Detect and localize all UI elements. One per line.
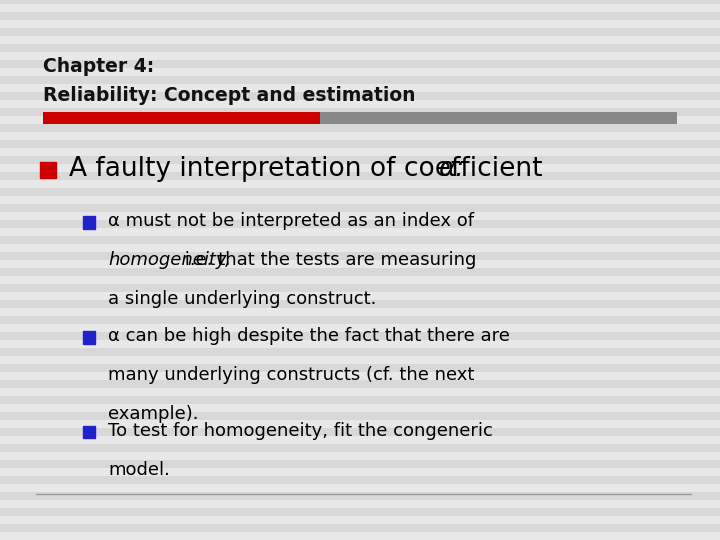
Bar [0,308,720,316]
Bar [0,412,720,420]
Text: α can be high despite the fact that there are: α can be high despite the fact that ther… [108,327,510,346]
Bar [0,300,720,308]
Bar [83,216,95,229]
Text: Chapter 4:: Chapter 4: [43,57,155,76]
Bar [0,36,720,44]
Bar [0,196,720,204]
Bar [0,12,720,20]
Bar [0,76,720,84]
Bar [0,100,720,108]
Bar [0,204,720,212]
Bar [0,340,720,348]
Bar [0,364,720,372]
Bar [0,236,720,244]
Bar [0,404,720,412]
Bar [0,268,720,276]
Bar [0,44,720,52]
Bar [0,276,720,284]
Bar [0,252,720,260]
Bar [0,132,720,140]
Bar [0,0,720,4]
Bar [83,426,95,438]
Bar [0,260,720,268]
Bar [0,324,720,332]
Bar [0,188,720,196]
Bar [0,532,720,540]
Bar [0,284,720,292]
Bar [0,356,720,364]
Bar [0,180,720,188]
Bar [0,316,720,324]
Bar [40,162,56,178]
Text: i.e. that the tests are measuring: i.e. that the tests are measuring [179,251,477,269]
Bar [0,292,720,300]
Bar [0,116,720,124]
Text: A faulty interpretation of coefficient: A faulty interpretation of coefficient [69,156,551,182]
Bar [0,500,720,508]
Bar [0,436,720,444]
Bar [0,476,720,484]
Bar [0,108,720,116]
Text: model.: model. [108,461,170,479]
Text: many underlying constructs (cf. the next: many underlying constructs (cf. the next [108,366,474,384]
Bar [0,372,720,380]
Bar [0,516,720,524]
Bar [0,444,720,452]
Bar [0,484,720,492]
Bar [0,524,720,532]
Text: a single underlying construct.: a single underlying construct. [108,290,377,308]
Bar [0,420,720,428]
Bar [0,452,720,460]
Bar [0,228,720,236]
Bar [320,112,677,124]
Text: α:: α: [438,156,464,182]
Bar [0,156,720,164]
Bar [0,92,720,100]
Bar [0,460,720,468]
Text: Reliability: Concept and estimation: Reliability: Concept and estimation [43,86,415,105]
Bar [0,148,720,156]
Bar [0,28,720,36]
Text: α must not be interpreted as an index of: α must not be interpreted as an index of [108,212,474,231]
Bar [0,140,720,148]
Bar [0,380,720,388]
Bar [0,124,720,132]
Bar [0,396,720,404]
Bar [0,428,720,436]
Bar [0,212,720,220]
Text: To test for homogeneity, fit the congeneric: To test for homogeneity, fit the congene… [108,422,493,440]
Bar [0,20,720,28]
Bar [0,68,720,76]
Bar [0,164,720,172]
Bar [0,60,720,68]
Bar [0,52,720,60]
Bar [0,332,720,340]
Bar [0,468,720,476]
Bar [0,388,720,396]
Bar [0,492,720,500]
Text: homogeneity,: homogeneity, [108,251,231,269]
Bar [83,331,95,344]
Bar [43,112,320,124]
Bar [0,172,720,180]
Bar [0,4,720,12]
Bar [0,244,720,252]
Bar [0,508,720,516]
Bar [0,220,720,228]
Bar [0,348,720,356]
Text: example).: example). [108,405,199,423]
Bar [0,84,720,92]
